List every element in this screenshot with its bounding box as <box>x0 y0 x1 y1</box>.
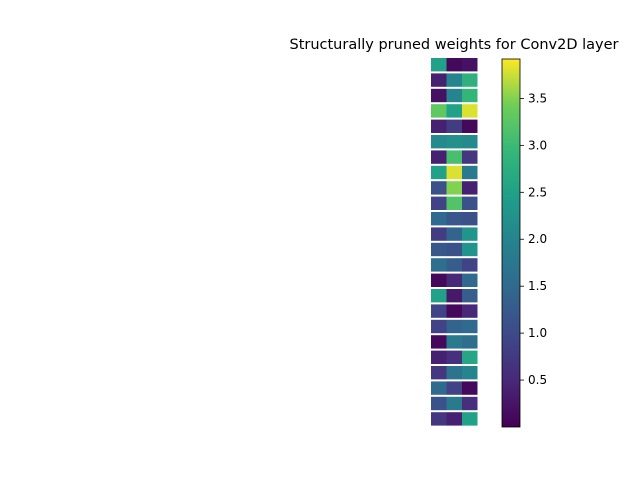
heatmap-cell <box>462 135 478 149</box>
heatmap-cell <box>462 319 478 334</box>
heatmap-cell <box>446 212 462 226</box>
heatmap-cell <box>431 58 447 72</box>
heatmap-cell <box>431 181 447 195</box>
colorbar-tick-label: 1.0 <box>528 326 547 340</box>
heatmap-cell <box>462 366 478 380</box>
heatmap-cell <box>446 135 462 149</box>
heatmap-cell <box>446 242 462 257</box>
heatmap-cell <box>431 196 447 210</box>
heatmap-cell <box>431 212 447 226</box>
heatmap-cell <box>462 289 478 303</box>
colorbar-tick-label: 2.5 <box>528 185 547 199</box>
heatmap-cell <box>431 350 447 364</box>
heatmap-cell <box>462 242 478 257</box>
heatmap-cell <box>446 150 462 164</box>
heatmap-cell <box>431 366 447 380</box>
heatmap-cell <box>431 258 447 272</box>
colorbar-tick-label: 3.0 <box>528 138 547 152</box>
heatmap-cell <box>431 396 447 411</box>
heatmap-cell <box>431 73 447 87</box>
colorbar <box>501 58 521 428</box>
heatmap-cell <box>446 350 462 364</box>
heatmap-cell <box>446 104 462 118</box>
heatmap-cell <box>462 335 478 349</box>
colorbar-tick-label: 0.5 <box>528 373 547 387</box>
colorbar-tick-label: 1.5 <box>528 279 547 293</box>
heatmap-cell <box>462 227 478 241</box>
heatmap-cell <box>446 396 462 411</box>
heatmap-cell <box>431 88 447 103</box>
heatmap-cells <box>431 58 478 426</box>
heatmap-cell <box>446 381 462 395</box>
heatmap-cell <box>446 319 462 334</box>
heatmap-cell <box>462 212 478 226</box>
heatmap-cell <box>446 289 462 303</box>
heatmap-cell <box>462 273 478 287</box>
heatmap-cell <box>462 73 478 87</box>
heatmap-cell <box>446 181 462 195</box>
heatmap-cell <box>446 258 462 272</box>
heatmap-cell <box>431 135 447 149</box>
heatmap-cell <box>446 58 462 72</box>
heatmap-cell <box>462 150 478 164</box>
heatmap-cell <box>462 165 478 180</box>
chart-title: Structurally pruned weights for Conv2D l… <box>289 37 618 53</box>
heatmap-cell <box>446 73 462 87</box>
heatmap-cell <box>446 196 462 210</box>
heatmap-cell <box>462 304 478 318</box>
heatmap-cell <box>462 119 478 133</box>
heatmap-cell <box>462 350 478 364</box>
heatmap-cell <box>431 319 447 334</box>
heatmap-cell <box>462 104 478 118</box>
heatmap-cell <box>446 412 462 426</box>
heatmap-cell <box>462 88 478 103</box>
heatmap-cell <box>462 381 478 395</box>
heatmap-cell <box>462 58 478 72</box>
heatmap-cell <box>431 150 447 164</box>
heatmap-cell <box>446 273 462 287</box>
heatmap-cell <box>431 104 447 118</box>
heatmap-cell <box>431 227 447 241</box>
heatmap-cell <box>431 335 447 349</box>
heatmap-cell <box>446 366 462 380</box>
heatmap-cell <box>446 335 462 349</box>
heatmap-cell <box>462 181 478 195</box>
heatmap-cell <box>431 119 447 133</box>
heatmap-cell <box>431 381 447 395</box>
heatmap-cell <box>446 119 462 133</box>
colorbar-tick-label: 3.5 <box>528 91 547 105</box>
heatmap-cell <box>431 304 447 318</box>
heatmap-cell <box>446 227 462 241</box>
heatmap-cell <box>431 412 447 426</box>
heatmap-cell <box>462 412 478 426</box>
heatmap-cell <box>446 304 462 318</box>
heatmap-cell <box>462 258 478 272</box>
heatmap-cell <box>446 88 462 103</box>
heatmap-cell <box>431 242 447 257</box>
colorbar-ticks: 0.5 1.0 1.5 2.0 2.5 3.0 3.5 <box>520 91 547 387</box>
heatmap-cell <box>446 165 462 180</box>
heatmap-cell <box>431 165 447 180</box>
colorbar-tick-label: 2.0 <box>528 232 547 246</box>
heatmap-cell <box>431 273 447 287</box>
heatmap-cell <box>462 396 478 411</box>
heatmap-cell <box>431 289 447 303</box>
heatmap-cell <box>462 196 478 210</box>
